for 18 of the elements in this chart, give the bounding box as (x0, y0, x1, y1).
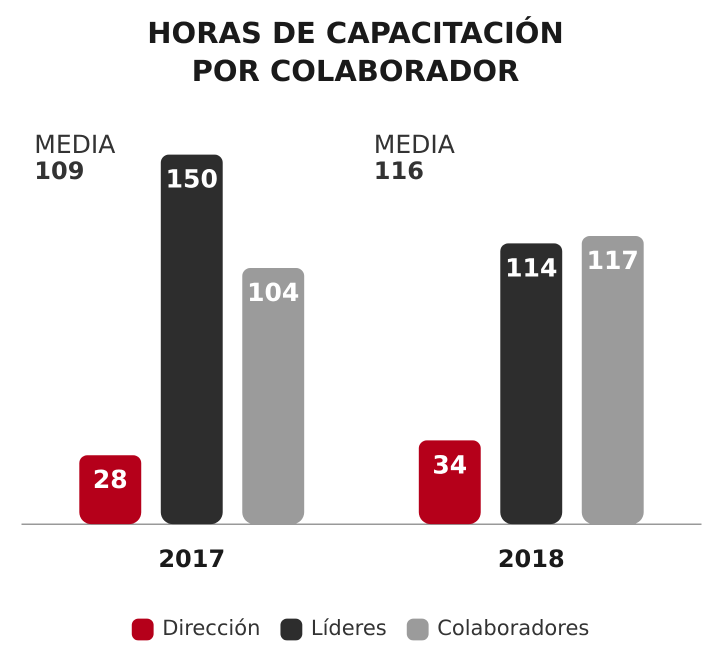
annotation: MEDIA 116 (374, 130, 455, 186)
bar (79, 455, 142, 524)
data-label: 34 (432, 450, 468, 480)
legend-label: Líderes (310, 616, 387, 640)
bar (500, 243, 562, 524)
x-tick-label: 2017 (158, 544, 226, 573)
data-label: 150 (166, 164, 218, 194)
x-tick-label: 2018 (498, 544, 565, 573)
bar (418, 440, 481, 524)
data-label: 114 (505, 253, 558, 282)
chart-title: HORAS DE CAPACITACIÓN POR COLABORADOR (146, 15, 565, 90)
data-label: 117 (586, 246, 639, 275)
legend-label: Colaboradores (437, 616, 590, 640)
legend-label: Dirección (162, 616, 260, 640)
bar (160, 154, 223, 524)
data-label: 28 (92, 465, 128, 494)
data-label: 104 (247, 278, 300, 307)
annotation: MEDIA 109 (34, 130, 116, 186)
